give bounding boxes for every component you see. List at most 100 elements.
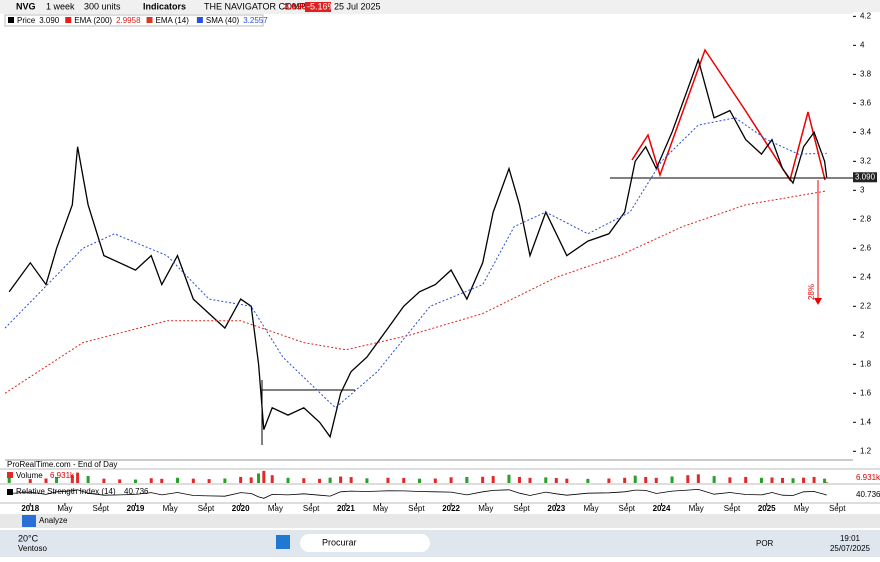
volume-bar (318, 478, 322, 483)
y-tick-label: 3.8 (860, 69, 872, 78)
legend-box (4, 14, 264, 27)
y-tick-label: 2.6 (860, 243, 872, 252)
volume-bar (644, 476, 648, 483)
x-tick-label: Sept (513, 504, 530, 513)
units[interactable]: 300 units (84, 1, 121, 11)
volume-bar (365, 478, 369, 483)
volume-bar (302, 478, 306, 483)
volume-legend-swatch (7, 472, 13, 478)
period[interactable]: 1 week (46, 1, 75, 11)
search[interactable]: Procurar (322, 537, 357, 547)
date: 25 Jul 2025 (334, 1, 381, 11)
volume-bar (7, 477, 11, 483)
legend-swatch (8, 17, 14, 23)
volume-bar (433, 478, 437, 483)
rsi-axis-value: 40.736 (856, 490, 880, 499)
x-tick-label: May (478, 504, 493, 513)
legend-name: EMA (14) (156, 16, 190, 25)
volume-value: 6.931k (50, 471, 75, 480)
y-tick-label: 4 (860, 40, 865, 49)
volume-name: Volume (16, 471, 43, 480)
volume-bar (554, 477, 558, 483)
volume-bar (339, 476, 343, 483)
volume-bar (28, 479, 32, 483)
series-line (8, 57, 828, 439)
volume-bar (55, 476, 59, 483)
y-tick-label: 1.8 (860, 359, 872, 368)
weather: Ventoso (18, 544, 47, 553)
last-price: 3.090 (284, 1, 307, 11)
volume-bar (491, 476, 495, 483)
volume-bar (623, 477, 627, 483)
volume-bar (386, 477, 390, 483)
volume-bar (223, 478, 227, 483)
analyze-icon[interactable] (22, 515, 36, 527)
drawings (261, 48, 853, 445)
y-tick-label: 3.4 (860, 127, 872, 136)
volume-bar (44, 478, 48, 483)
x-tick-label: Sept (619, 504, 636, 513)
analyze[interactable]: Analyze (39, 516, 68, 525)
price-axis (853, 12, 880, 512)
y-tick-label: 1.2 (860, 446, 872, 455)
volume-bar (607, 478, 611, 483)
legend-name: EMA (200) (74, 16, 112, 25)
x-tick-label: Sept (93, 504, 110, 513)
y-tick-label: 3.6 (860, 98, 872, 107)
x-tick-label: Sept (408, 504, 425, 513)
search-box[interactable] (300, 534, 430, 552)
volume-bar (528, 477, 532, 483)
x-tick-label: Sept (198, 504, 215, 513)
start-button[interactable] (276, 535, 290, 549)
volume-bar (262, 470, 266, 483)
indicators[interactable]: Indicators (143, 1, 186, 11)
x-tick-label: 2022 (442, 504, 460, 513)
series-line (4, 117, 827, 409)
x-tick-label: May (163, 504, 178, 513)
rsi-value: 40.736 (124, 487, 149, 496)
x-tick-label: May (373, 504, 388, 513)
x-tick-label: Sept (303, 504, 320, 513)
toolbar (0, 0, 880, 14)
change: -5.16% (307, 1, 336, 11)
price-badge-label: 3.090 (855, 172, 876, 181)
volume-bar (191, 478, 195, 483)
volume-bar (517, 476, 521, 483)
volume-bar (465, 476, 469, 483)
legend-swatch (146, 17, 153, 23)
volume-bar (481, 476, 485, 483)
x-tick-label: May (268, 504, 283, 513)
x-tick-label: Sept (724, 504, 741, 513)
y-tick-label: 3.2 (860, 156, 872, 165)
volume-bar (781, 477, 785, 483)
bottom-bar (0, 514, 880, 528)
volume-bar (770, 477, 774, 483)
y-tick-label: 4.2 (860, 11, 872, 20)
volume-bar (544, 477, 548, 483)
rsi-name: Relative Strength Index (14) (16, 487, 116, 496)
volume-bar (102, 478, 106, 483)
taskbar (0, 530, 880, 557)
arrow-head (814, 298, 822, 305)
volume-bar (823, 478, 827, 483)
volume-bar (118, 479, 122, 483)
volume-bar (349, 477, 353, 483)
x-tick-label: May (57, 504, 72, 513)
legend-value: 2.9958 (116, 16, 141, 25)
x-tick-label: 2023 (547, 504, 565, 513)
x-tick-label: Sept (829, 504, 846, 513)
y-tick-label: 2 (860, 330, 865, 339)
symbol[interactable]: NVG (16, 1, 36, 11)
volume-bar (825, 482, 829, 483)
x-tick-label: 2024 (653, 504, 671, 513)
legend: Price 3.090 EMA (200) 2.9958 EMA (14) SMA (40… (8, 16, 268, 25)
volume-bar (176, 477, 180, 483)
price-badge (853, 172, 877, 183)
x-tick-label: May (689, 504, 704, 513)
x-tick-label: 2018 (21, 504, 39, 513)
rsi-line (9, 488, 827, 499)
change-badge (305, 2, 331, 12)
legend-swatch (65, 17, 72, 23)
